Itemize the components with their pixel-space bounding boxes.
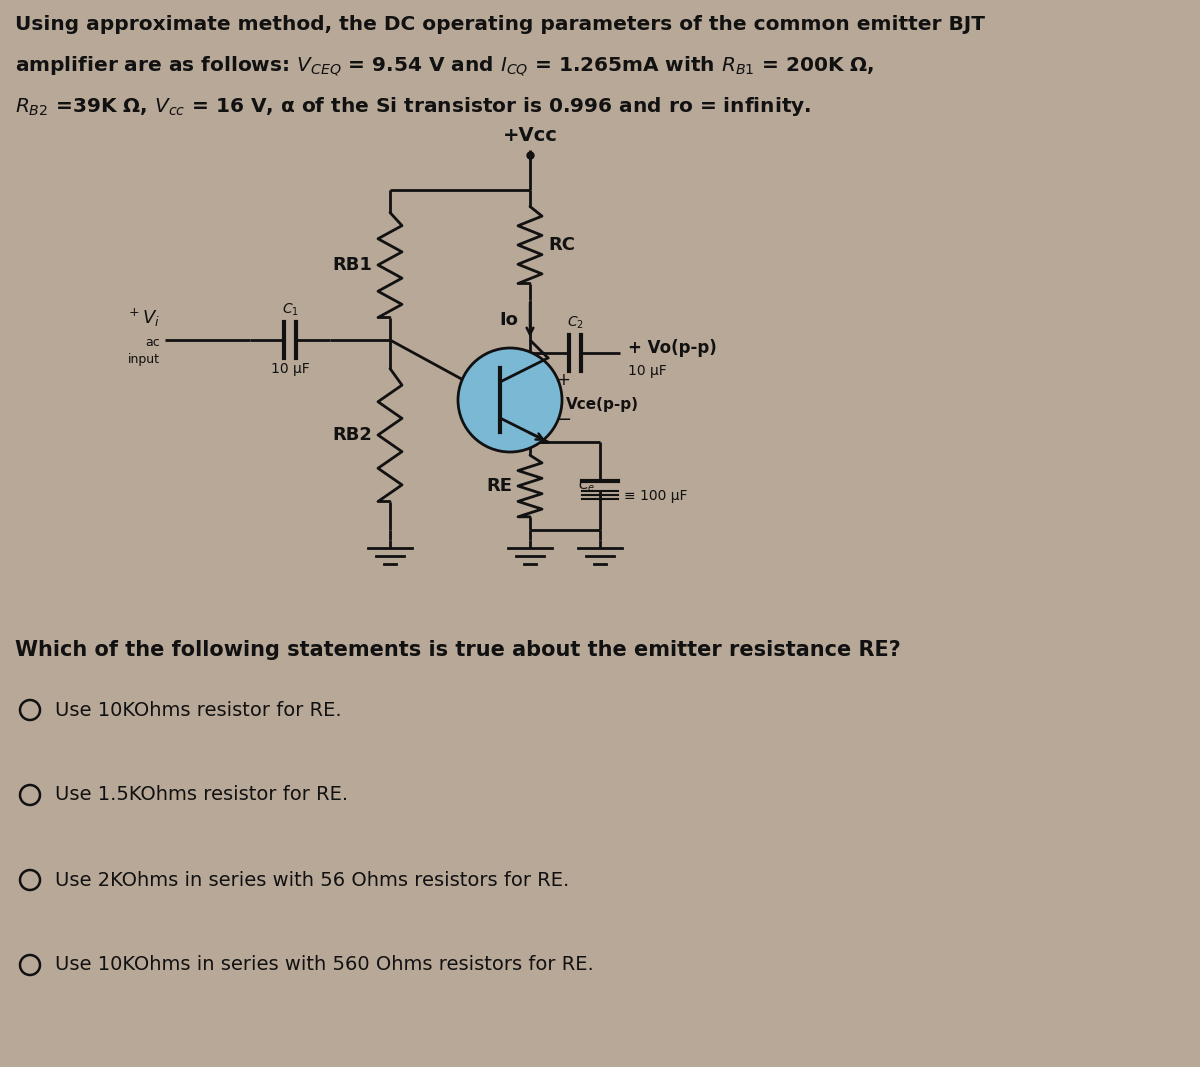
Text: Use 10KOhms resistor for RE.: Use 10KOhms resistor for RE.: [55, 701, 342, 719]
Text: −: −: [556, 411, 571, 429]
Text: RB1: RB1: [332, 256, 372, 274]
Text: RC: RC: [548, 236, 575, 254]
Text: $^+V_i$: $^+V_i$: [126, 307, 160, 329]
Text: 10 μF: 10 μF: [628, 364, 667, 378]
Text: $C_e$: $C_e$: [577, 478, 595, 494]
Text: +: +: [556, 371, 570, 389]
Text: 10 μF: 10 μF: [271, 362, 310, 376]
Text: ≡ 100 μF: ≡ 100 μF: [624, 489, 688, 503]
Circle shape: [458, 348, 562, 452]
Text: ac: ac: [145, 335, 160, 349]
Text: Which of the following statements is true about the emitter resistance RE?: Which of the following statements is tru…: [14, 640, 901, 660]
Text: +Vcc: +Vcc: [503, 126, 558, 145]
Text: amplifier are as follows: $V_{CEQ}$ = 9.54 V and $I_{CQ}$ = 1.265mA with $R_{B1}: amplifier are as follows: $V_{CEQ}$ = 9.…: [14, 55, 875, 78]
Text: Using approximate method, the DC operating parameters of the common emitter BJT: Using approximate method, the DC operati…: [14, 15, 985, 34]
Text: Use 2KOhms in series with 56 Ohms resistors for RE.: Use 2KOhms in series with 56 Ohms resist…: [55, 871, 569, 890]
Text: $C_2$: $C_2$: [566, 315, 583, 331]
Text: Io: Io: [499, 310, 518, 329]
Text: RE: RE: [486, 477, 512, 495]
Text: input: input: [128, 353, 160, 366]
Text: RB2: RB2: [332, 426, 372, 444]
Text: $R_{B2}$ =39K Ω, $V_{cc}$ = 16 V, α of the Si transistor is 0.996 and ro = infin: $R_{B2}$ =39K Ω, $V_{cc}$ = 16 V, α of t…: [14, 95, 811, 118]
Text: Use 10KOhms in series with 560 Ohms resistors for RE.: Use 10KOhms in series with 560 Ohms resi…: [55, 956, 594, 974]
Text: + Vo(p-p): + Vo(p-p): [628, 339, 716, 357]
Text: Use 1.5KOhms resistor for RE.: Use 1.5KOhms resistor for RE.: [55, 785, 348, 805]
Text: Vce(p-p): Vce(p-p): [566, 398, 640, 413]
Text: $C_1$: $C_1$: [282, 302, 299, 318]
